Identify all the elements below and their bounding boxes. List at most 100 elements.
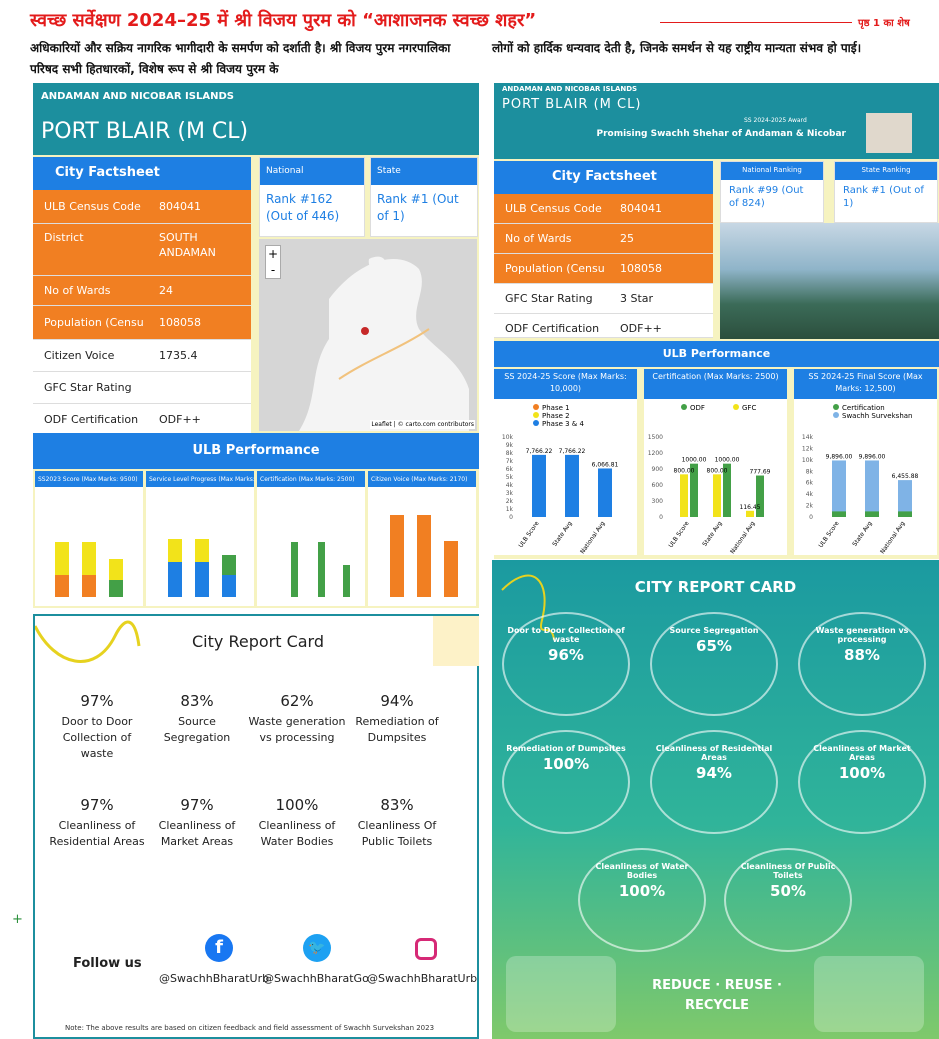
report-percent: 96% [548, 646, 584, 664]
city-name: PORT BLAIR (M CL) [502, 97, 642, 112]
y-tick-label: 8k [806, 468, 814, 475]
y-tick-label: 900 [652, 466, 664, 473]
mini-chart-plot [168, 539, 236, 597]
fact-row: No of Wards 25 [494, 224, 713, 254]
report-item: 97% Cleanliness of Market Areas [147, 796, 247, 850]
data-label: 7,766.22 [526, 448, 553, 455]
report-percent: 97% [80, 692, 114, 710]
report-item: 100% Cleanliness of Water Bodies [247, 796, 347, 850]
report-label: Cleanliness of Market Areas [158, 819, 236, 848]
legend-marker [533, 412, 539, 418]
report-percent: 94% [380, 692, 414, 710]
twitter-icon[interactable]: 🐦 [303, 934, 331, 962]
twitter-handle[interactable]: @SwachhBharatGo [263, 972, 369, 985]
zoom-control[interactable]: + - [265, 245, 281, 279]
article-column-1: अधिकारियों और सक्रिय नागरिक भागीदारी के … [30, 41, 451, 76]
chart-bar [746, 510, 754, 517]
report-percent: 100% [838, 764, 886, 782]
y-tick-label: 5k [506, 474, 514, 481]
chart-bar [898, 511, 912, 517]
legend-marker [533, 420, 539, 426]
ulb-chart-plot: ODF GFC 1500 1200 900 600 300 0 ULB Score State A… [648, 404, 771, 555]
facebook-icon[interactable]: f [205, 934, 233, 962]
fact-value: SOUTH ANDAMAN [159, 231, 216, 259]
data-label: 7,766.22 [559, 448, 586, 455]
report-label: Door to Door Collection of waste [61, 715, 133, 760]
map-credit[interactable]: Leaflet | © carto.com contributors [370, 420, 475, 429]
mini-chart-plot [55, 542, 123, 597]
data-label: 800.00 [674, 467, 695, 474]
award-trophy-image [866, 113, 912, 153]
mini-chart-plot [390, 515, 458, 597]
report-label: Source Segregation [669, 626, 759, 635]
report-item: 97% Cleanliness of Residential Areas [47, 796, 147, 850]
x-tick-label: State Avg [701, 520, 723, 548]
fact-value: 108058 [620, 262, 662, 275]
report-percent: 65% [696, 637, 732, 655]
y-tick-label: 1500 [648, 434, 663, 441]
fact-key: GFC Star Rating [44, 381, 132, 394]
fact-key: Population (Censu [505, 262, 605, 275]
facebook-handle[interactable]: @SwachhBharatUrb [159, 972, 270, 985]
zoom-out-button[interactable]: - [270, 263, 276, 277]
fact-value: 108058 [159, 316, 201, 329]
fact-key: GFC Star Rating [505, 292, 593, 305]
mini-chart-title: Citizen Voice (Max Marks: 2170) [368, 471, 476, 487]
left-city-card: ANDAMAN AND NICOBAR ISLANDS PORT BLAIR (… [33, 83, 479, 608]
report-circle: Source Segregation 65% [650, 612, 778, 716]
y-tick-label: 0 [509, 514, 513, 521]
state-rank: Rank #1 (Out of 1) [377, 192, 459, 223]
report-label: Remediation of Dumpsites [506, 744, 626, 753]
ulb-performance-banner: ULB Performance [494, 341, 939, 367]
article-column-2: लोगों को हार्दिक धन्यवाद देती है, जिनके … [492, 41, 862, 55]
report-label: Door to Door Collection of waste [507, 626, 625, 644]
fact-row: Population (Censu 108058 [33, 306, 251, 340]
report-note: Note: The above results are based on cit… [65, 1024, 435, 1032]
right-report-card: CITY REPORT CARD Door to Door Collection… [492, 560, 939, 1039]
fact-value: 25 [620, 232, 634, 245]
y-tick-label: 300 [652, 498, 664, 505]
x-tick-label: National Avg [729, 520, 757, 555]
report-item: 83% Source Segregation [147, 692, 247, 746]
report-item: 83% Cleanliness Of Public Toilets [347, 796, 447, 850]
instagram-icon[interactable] [415, 938, 437, 960]
chart-bar [756, 475, 764, 517]
x-tick-label: State Avg [851, 520, 873, 548]
x-tick-label: National Avg [879, 520, 907, 555]
mini-chart-title: SS2023 Score (Max Marks: 9500) [35, 471, 143, 487]
data-label: 9,896.00 [826, 453, 853, 460]
fact-row: ODF Certification ODF++ [33, 404, 251, 436]
fact-key: ODF Certification [44, 413, 139, 426]
chart-bar [713, 474, 721, 517]
report-title: CITY REPORT CARD [634, 578, 797, 596]
national-rank-box: National Ranking Rank #99 (Out of 824) [720, 161, 824, 223]
instagram-handle[interactable]: @SwachhBharatUrb [367, 972, 477, 985]
fact-value: ODF++ [159, 413, 201, 426]
recycling-bin-illustration [814, 956, 924, 1032]
mini-chart: Service Level Progress (Max Marks: 4830) [146, 471, 254, 606]
data-label: 1000.00 [682, 457, 707, 464]
chart-bar [865, 511, 879, 517]
legend-label: ODF [690, 404, 705, 412]
y-tick-label: 10k [802, 457, 814, 464]
zoom-in-button[interactable]: + [267, 247, 279, 261]
mini-chart: Certification (Max Marks: 2500) [257, 471, 365, 606]
left-card-header: ANDAMAN AND NICOBAR ISLANDS PORT BLAIR (… [33, 83, 479, 155]
left-report-card: City Report Card 97% Door to Door Collect… [33, 614, 479, 1039]
report-title: City Report Card [192, 632, 324, 651]
report-circle: Waste generation vs processing 88% [798, 612, 926, 716]
chart-bar [832, 460, 846, 517]
chart-bar [680, 474, 688, 517]
report-percent: 83% [380, 796, 414, 814]
y-tick-label: 3k [506, 490, 514, 497]
x-tick-label: ULB Score [517, 520, 540, 549]
y-tick-label: 1200 [648, 450, 663, 457]
slogan-line-2: RECYCLE [684, 998, 750, 1013]
report-label: Cleanliness of Market Areas [813, 744, 911, 762]
city-map[interactable]: + - Leaflet | © carto.com contributors [259, 239, 477, 431]
report-percent: 97% [180, 796, 214, 814]
right-city-card: ANDAMAN AND NICOBAR ISLANDS PORT BLAIR (… [494, 83, 939, 559]
report-label: Cleanliness of Water Bodies [258, 819, 336, 848]
decorative-squiggle [35, 616, 479, 666]
